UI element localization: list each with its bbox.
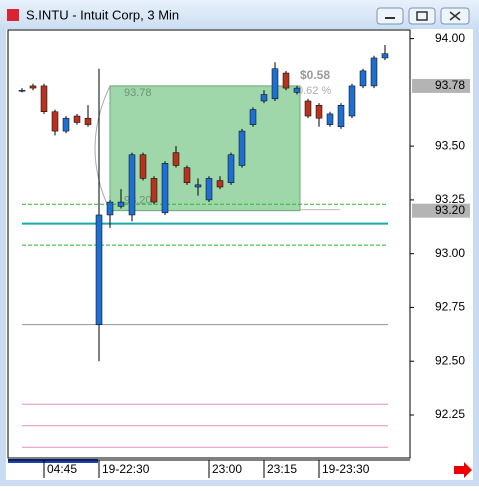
x-tick-label: 23:00 <box>212 462 242 476</box>
candle-body <box>18 89 26 92</box>
price-box-label: 93.20 <box>435 203 465 217</box>
candle-body <box>348 85 356 117</box>
x-tick-label: 04:45 <box>47 462 77 476</box>
candle-body <box>29 85 37 89</box>
minimize-icon <box>385 17 395 19</box>
range-box <box>109 85 301 212</box>
x-tick-label: 23:15 <box>267 462 297 476</box>
candle-body <box>84 117 92 125</box>
candle-body <box>293 87 301 93</box>
window-title: S.INTU - Intuit Corp, 3 Min <box>26 7 179 22</box>
candle-body <box>172 152 180 166</box>
candle-body <box>95 214 103 325</box>
candle-body <box>51 111 59 132</box>
price-box-label: 93.78 <box>435 78 465 92</box>
change-label: $0.58 <box>300 68 330 82</box>
candle-body <box>183 167 191 183</box>
candle-body <box>194 184 202 188</box>
candle-body <box>271 68 279 100</box>
chart-layer: 92.25 92.50 92.75 93.00 93.25 93.50 94.00 04:45… <box>8 31 470 478</box>
maximize-button[interactable] <box>408 7 436 25</box>
window-buttons[interactable] <box>376 7 470 25</box>
candle-body <box>139 154 147 179</box>
candle-body <box>150 178 158 203</box>
y-tick-label: 92.75 <box>435 300 465 314</box>
candle-body <box>73 115 81 123</box>
y-tick-label: 92.50 <box>435 353 465 367</box>
range-box-bottom-label: 93.20 <box>124 195 152 207</box>
candle-body <box>227 154 235 183</box>
candle-body <box>359 70 367 87</box>
candle-body <box>205 178 213 201</box>
minimize-button[interactable] <box>376 7 404 25</box>
candle-body <box>304 100 312 117</box>
candle-body <box>249 109 257 125</box>
y-tick-label: 93.50 <box>435 138 465 152</box>
scroll-arrow[interactable] <box>454 462 472 478</box>
price-box <box>412 203 470 218</box>
y-tick-label: 93.25 <box>435 192 465 206</box>
close-icon <box>449 11 461 21</box>
maximize-icon <box>416 11 428 21</box>
candle-body <box>238 130 246 166</box>
candle-body <box>381 53 389 59</box>
candle-body <box>117 201 125 207</box>
app-icon <box>7 9 19 21</box>
candle-body <box>337 105 345 128</box>
y-tick-label: 92.25 <box>435 407 465 421</box>
candle-body <box>161 163 169 214</box>
price-box <box>412 78 470 93</box>
scroll-indicator[interactable] <box>8 459 98 463</box>
x-tick-label: 19-22:30 <box>102 462 150 476</box>
candle-body <box>128 154 136 216</box>
candle-body <box>260 94 268 102</box>
candle-body <box>62 117 70 132</box>
candle-body <box>370 57 378 87</box>
range-arc <box>94 85 111 211</box>
candle-body <box>326 113 334 125</box>
candle-body <box>40 85 48 112</box>
candle-body <box>282 72 290 89</box>
candle-body <box>216 180 224 188</box>
candle-body <box>106 201 114 216</box>
x-tick-label: 19-23:30 <box>322 462 370 476</box>
y-tick-label: 93.00 <box>435 246 465 260</box>
candle-body <box>315 105 323 119</box>
y-tick-label: 94.00 <box>435 31 465 45</box>
range-box-top-label: 93.78 <box>124 87 152 99</box>
change-percent-label: 0.62 % <box>297 85 331 97</box>
